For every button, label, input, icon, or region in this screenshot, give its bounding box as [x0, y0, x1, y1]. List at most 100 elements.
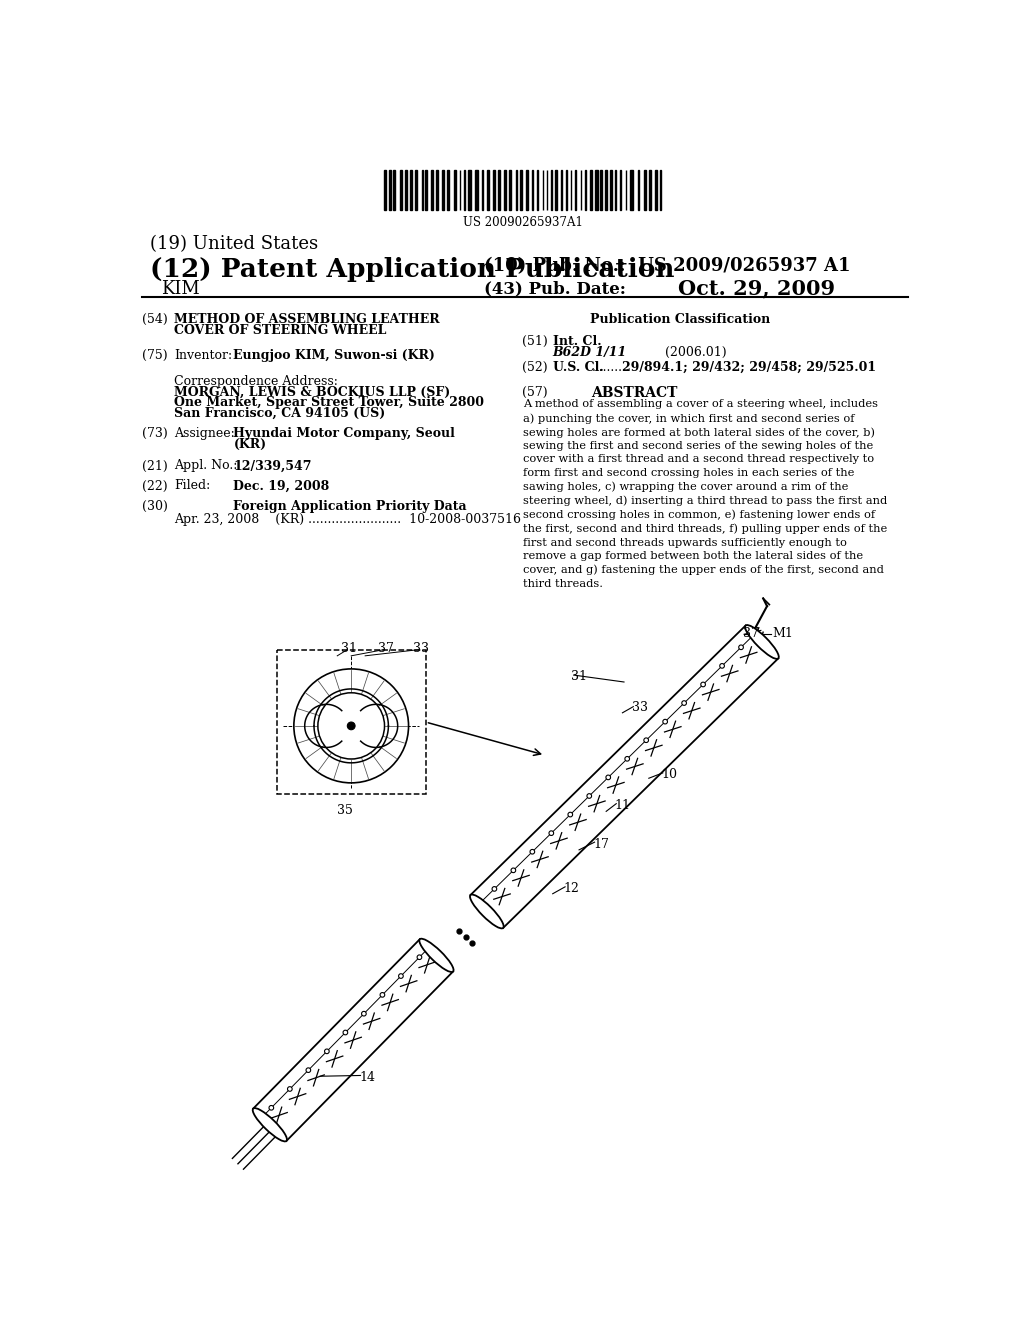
Bar — [614, 170, 616, 210]
Ellipse shape — [470, 895, 504, 928]
Bar — [610, 170, 611, 210]
Text: (54): (54) — [142, 313, 168, 326]
Circle shape — [511, 869, 516, 873]
Bar — [493, 170, 496, 210]
Text: 37: 37 — [742, 627, 759, 640]
Text: 11: 11 — [614, 799, 631, 812]
Text: Correspondence Address:: Correspondence Address: — [174, 375, 338, 388]
Circle shape — [720, 664, 724, 668]
Bar — [404, 170, 407, 210]
Bar — [455, 170, 456, 210]
Text: Apr. 23, 2008    (KR) ........................  10-2008-0037516: Apr. 23, 2008 (KR) .....................… — [174, 513, 521, 527]
Circle shape — [398, 974, 403, 978]
Text: METHOD OF ASSEMBLING LEATHER: METHOD OF ASSEMBLING LEATHER — [174, 313, 440, 326]
Text: US 20090265937A1: US 20090265937A1 — [463, 216, 584, 230]
Text: (2006.01): (2006.01) — [665, 346, 727, 359]
Text: COVER OF STEERING WHEEL: COVER OF STEERING WHEEL — [174, 323, 387, 337]
Ellipse shape — [420, 939, 454, 972]
Circle shape — [663, 719, 668, 723]
Text: Foreign Application Priority Data: Foreign Application Priority Data — [233, 499, 467, 512]
Text: (22): (22) — [142, 479, 168, 492]
Text: (KR): (KR) — [233, 438, 266, 451]
Text: 12/339,547: 12/339,547 — [233, 459, 312, 473]
Text: (12) Patent Application Publication: (12) Patent Application Publication — [150, 257, 674, 282]
Text: Dec. 19, 2008: Dec. 19, 2008 — [233, 479, 330, 492]
Text: San Francisco, CA 94105 (US): San Francisco, CA 94105 (US) — [174, 407, 386, 420]
Text: 14: 14 — [359, 1071, 375, 1084]
Text: A method of assembling a cover of a steering wheel, includes
a) punching the cov: A method of assembling a cover of a stee… — [523, 400, 888, 589]
Bar — [504, 170, 506, 210]
Circle shape — [306, 1068, 310, 1072]
Circle shape — [380, 993, 385, 997]
Text: 31: 31 — [571, 671, 588, 684]
Bar — [425, 170, 427, 210]
Text: (51): (51) — [521, 335, 548, 347]
Text: (30): (30) — [142, 499, 168, 512]
Bar — [498, 170, 500, 210]
Ellipse shape — [253, 1107, 287, 1142]
Text: Assignee:: Assignee: — [174, 428, 236, 440]
Bar — [447, 170, 449, 210]
Text: 31: 31 — [341, 642, 357, 655]
Bar — [509, 170, 511, 210]
Bar — [520, 170, 522, 210]
Circle shape — [644, 738, 648, 743]
Text: One Market, Spear Street Tower, Suite 2800: One Market, Spear Street Tower, Suite 28… — [174, 396, 484, 409]
Circle shape — [347, 722, 355, 730]
Text: (21): (21) — [142, 459, 168, 473]
Text: (52): (52) — [521, 360, 547, 374]
Text: 29/894.1; 29/432; 29/458; 29/525.01: 29/894.1; 29/432; 29/458; 29/525.01 — [623, 360, 877, 374]
Text: 17: 17 — [593, 837, 609, 850]
Text: Oct. 29, 2009: Oct. 29, 2009 — [678, 279, 836, 298]
Text: 37: 37 — [378, 642, 393, 655]
Text: Inventor:: Inventor: — [174, 348, 232, 362]
Bar — [389, 170, 391, 210]
Circle shape — [738, 645, 743, 649]
Text: MORGAN, LEWIS & BOCKIUS LLP (SF): MORGAN, LEWIS & BOCKIUS LLP (SF) — [174, 385, 451, 399]
Text: (10) Pub. No.:  US 2009/0265937 A1: (10) Pub. No.: US 2009/0265937 A1 — [484, 257, 851, 275]
Text: Hyundai Motor Company, Seoul: Hyundai Motor Company, Seoul — [233, 428, 456, 440]
Bar — [431, 170, 433, 210]
Text: U.S. Cl.: U.S. Cl. — [553, 360, 603, 374]
Bar — [649, 170, 651, 210]
Circle shape — [269, 1105, 273, 1110]
Circle shape — [587, 793, 592, 799]
Bar — [604, 170, 607, 210]
Circle shape — [288, 1086, 292, 1092]
Text: (43) Pub. Date:: (43) Pub. Date: — [484, 280, 627, 297]
Text: Int. Cl.: Int. Cl. — [553, 335, 601, 347]
Text: KIM: KIM — [161, 280, 200, 298]
Text: (73): (73) — [142, 428, 168, 440]
Bar — [400, 170, 401, 210]
Bar — [468, 170, 471, 210]
Bar — [659, 170, 662, 210]
Circle shape — [530, 850, 535, 854]
Text: 33: 33 — [414, 642, 429, 655]
Bar — [410, 170, 412, 210]
Text: 35: 35 — [337, 804, 353, 817]
Bar — [486, 170, 489, 210]
Bar — [600, 170, 601, 210]
Bar — [442, 170, 444, 210]
Circle shape — [294, 669, 409, 783]
Text: (75): (75) — [142, 348, 168, 362]
Bar — [655, 170, 657, 210]
Text: (57): (57) — [521, 385, 547, 399]
Text: ABSTRACT: ABSTRACT — [591, 385, 677, 400]
Text: 10: 10 — [662, 768, 677, 781]
Bar — [555, 170, 557, 210]
Circle shape — [417, 954, 422, 960]
Bar — [531, 170, 534, 210]
Circle shape — [568, 812, 572, 817]
Bar — [595, 170, 598, 210]
Circle shape — [700, 682, 706, 686]
Bar — [393, 170, 395, 210]
Bar — [436, 170, 438, 210]
Circle shape — [361, 1011, 367, 1016]
Text: B62D 1/11: B62D 1/11 — [553, 346, 627, 359]
Bar — [384, 170, 386, 210]
Circle shape — [325, 1049, 329, 1053]
Bar — [515, 170, 517, 210]
Circle shape — [317, 693, 385, 759]
Bar — [526, 170, 528, 210]
